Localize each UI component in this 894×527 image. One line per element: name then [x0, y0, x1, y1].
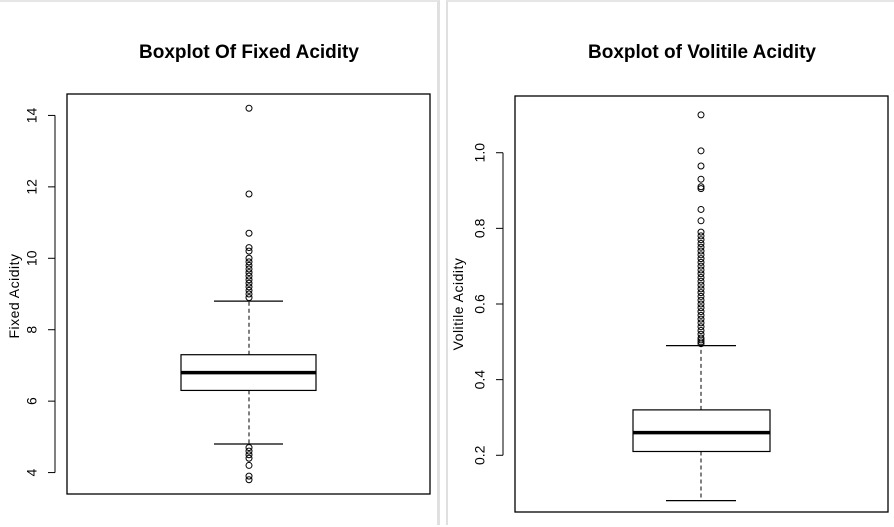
outlier-point [697, 228, 705, 236]
outlier-point [697, 308, 705, 316]
outlier-point [697, 262, 705, 270]
y-tick-label: 10 [24, 250, 40, 266]
chart-title: Boxplot Of Fixed Acidity [139, 42, 359, 63]
outlier-point [697, 270, 705, 278]
outlier-point [697, 330, 705, 338]
plot-frame [66, 93, 431, 495]
outlier-point [697, 232, 705, 240]
y-tick-label: 0.2 [472, 445, 488, 465]
outlier-point [697, 319, 705, 327]
boxplot-volitile-acidity: Boxplot of Volitile Acidity Volitile Aci… [450, 42, 889, 513]
outlier-point [245, 258, 253, 266]
y-tick-label: 6 [24, 397, 40, 405]
outlier-point [245, 454, 253, 462]
outlier-point [697, 185, 705, 193]
outlier-point [245, 265, 253, 273]
outlier-point [697, 315, 705, 323]
outlier-point [697, 243, 705, 251]
outlier-point [245, 472, 253, 480]
y-axis-label: Fixed Acidity [6, 253, 22, 338]
outlier-point [245, 451, 253, 459]
outlier-point [245, 272, 253, 280]
outlier-point [245, 476, 253, 484]
outlier-point [697, 147, 705, 155]
outlier-point [245, 294, 253, 302]
outlier-point [697, 323, 705, 331]
outlier-point [245, 290, 253, 298]
outlier-point [245, 247, 253, 255]
outlier-point [245, 254, 253, 262]
outlier-point [697, 289, 705, 297]
outlier-point [245, 190, 253, 198]
outlier-point [245, 286, 253, 294]
outlier-point [697, 255, 705, 263]
y-tick-label: 1.0 [472, 143, 488, 163]
outlier-point [245, 276, 253, 284]
plot-area: 4 6 8 10 12 14 [24, 93, 431, 495]
outlier-point [697, 251, 705, 259]
outlier-point [697, 285, 705, 293]
outlier-point [697, 304, 705, 312]
outlier-point [245, 444, 253, 452]
outlier-point [697, 277, 705, 285]
outlier-point [245, 447, 253, 455]
iqr-box [632, 409, 771, 453]
y-tick-label: 12 [24, 179, 40, 195]
outlier-point [697, 292, 705, 300]
outlier-point [697, 258, 705, 266]
outlier-point [697, 311, 705, 319]
y-axis-label: Volitile Acidity [450, 258, 466, 351]
y-tick-label: 0.4 [472, 370, 488, 390]
outlier-point [697, 162, 705, 170]
plot-area: 0.2 0.4 0.6 0.8 1.0 [472, 95, 889, 513]
outlier-point [245, 461, 253, 469]
outlier-point [697, 296, 705, 304]
outlier-point [697, 111, 705, 119]
outlier-point [697, 300, 705, 308]
y-tick-label: 0.8 [472, 218, 488, 238]
boxplot-fixed-acidity: Boxplot Of Fixed Acidity Fixed Acidity 4… [6, 42, 431, 495]
outlier-point [697, 239, 705, 247]
outlier-point [697, 183, 705, 191]
outlier-point [697, 274, 705, 282]
outlier-point [697, 205, 705, 213]
outlier-point [245, 261, 253, 269]
outlier-point [697, 175, 705, 183]
outlier-point [697, 217, 705, 225]
plot-frame [514, 95, 889, 513]
outlier-point [697, 326, 705, 334]
outlier-point [245, 229, 253, 237]
outlier-point [245, 244, 253, 252]
outlier-point [697, 334, 705, 342]
y-tick-label: 4 [24, 468, 40, 476]
outlier-point [245, 104, 253, 112]
outlier-point [245, 283, 253, 291]
y-tick-label: 0.6 [472, 294, 488, 314]
y-tick-label: 8 [24, 326, 40, 334]
chart-panel-volitile-acidity: Boxplot of Volitile Acidity Volitile Aci… [446, 0, 894, 525]
y-tick-label: 14 [24, 107, 40, 123]
outlier-point [697, 338, 705, 346]
chart-title: Boxplot of Volitile Acidity [588, 42, 816, 63]
outlier-point [697, 281, 705, 289]
outlier-point [245, 269, 253, 277]
outlier-point [697, 236, 705, 244]
chart-panel-fixed-acidity: Boxplot Of Fixed Acidity Fixed Acidity 4… [0, 0, 440, 525]
outlier-point [245, 279, 253, 287]
outlier-point [697, 266, 705, 274]
outlier-point [697, 247, 705, 255]
